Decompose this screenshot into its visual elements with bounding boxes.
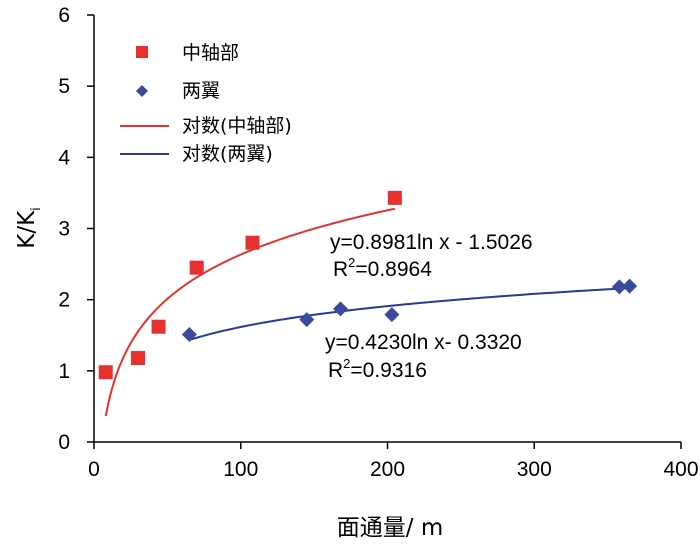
point-series-1-0 [181, 327, 197, 343]
y-axis-title: K/Ki [14, 207, 44, 249]
point-series-0-4 [245, 235, 260, 250]
x-tick-label-2: 200 [370, 458, 405, 481]
point-series-0-1 [131, 351, 146, 366]
point-series-1-3 [384, 307, 400, 323]
y-tick-label-3: 3 [58, 218, 70, 241]
trendline-1 [189, 287, 630, 341]
y-tick-label-0: 0 [58, 431, 70, 454]
legend-marker-square [136, 46, 148, 58]
point-series-1-2 [333, 301, 349, 317]
point-series-0-5 [387, 190, 402, 205]
point-series-0-2 [151, 319, 166, 334]
y-tick-label-2: 2 [58, 289, 70, 312]
y-tick-label-6: 6 [58, 4, 70, 27]
point-series-0-0 [98, 365, 113, 380]
marker-layer [98, 190, 638, 380]
point-series-0-3 [189, 260, 204, 275]
x-axis-title: 面通量/ m [337, 515, 443, 541]
trendline-0 [104, 207, 396, 417]
y-tick-label-5: 5 [58, 75, 70, 98]
point-series-1-1 [299, 312, 315, 328]
equation-annotations: y=0.8981ln x - 1.5026 R2=0.8964 y=0.4230… [325, 231, 533, 382]
r2-trend-0: R2=0.8964 [333, 255, 432, 281]
legend-marker-diamond [136, 85, 148, 97]
legend: 中轴部 两翼 对数(中轴部) 对数(两翼) [120, 42, 292, 165]
x-tick-label-3: 300 [517, 458, 552, 481]
trendline-layer [104, 207, 630, 417]
legend-label-series-1: 两翼 [182, 80, 220, 102]
ticks: 0 100 200 300 400 0 1 2 3 4 5 6 [58, 4, 698, 481]
r2-trend-1: R2=0.9316 [328, 356, 427, 382]
x-tick-label-1: 100 [223, 458, 258, 481]
y-tick-label-4: 4 [58, 146, 70, 169]
y-tick-label-1: 1 [58, 360, 70, 383]
equation-trend-0: y=0.8981ln x - 1.5026 [330, 231, 533, 254]
legend-label-trend-0: 对数(中轴部) [182, 115, 292, 137]
x-tick-label-4: 400 [663, 458, 698, 481]
point-series-1-5 [622, 278, 638, 294]
legend-label-trend-1: 对数(两翼) [182, 143, 273, 165]
x-tick-label-0: 0 [88, 458, 100, 481]
equation-trend-1: y=0.4230ln x- 0.3320 [325, 331, 522, 354]
point-series-1-4 [611, 279, 627, 295]
legend-label-series-0: 中轴部 [182, 42, 239, 64]
